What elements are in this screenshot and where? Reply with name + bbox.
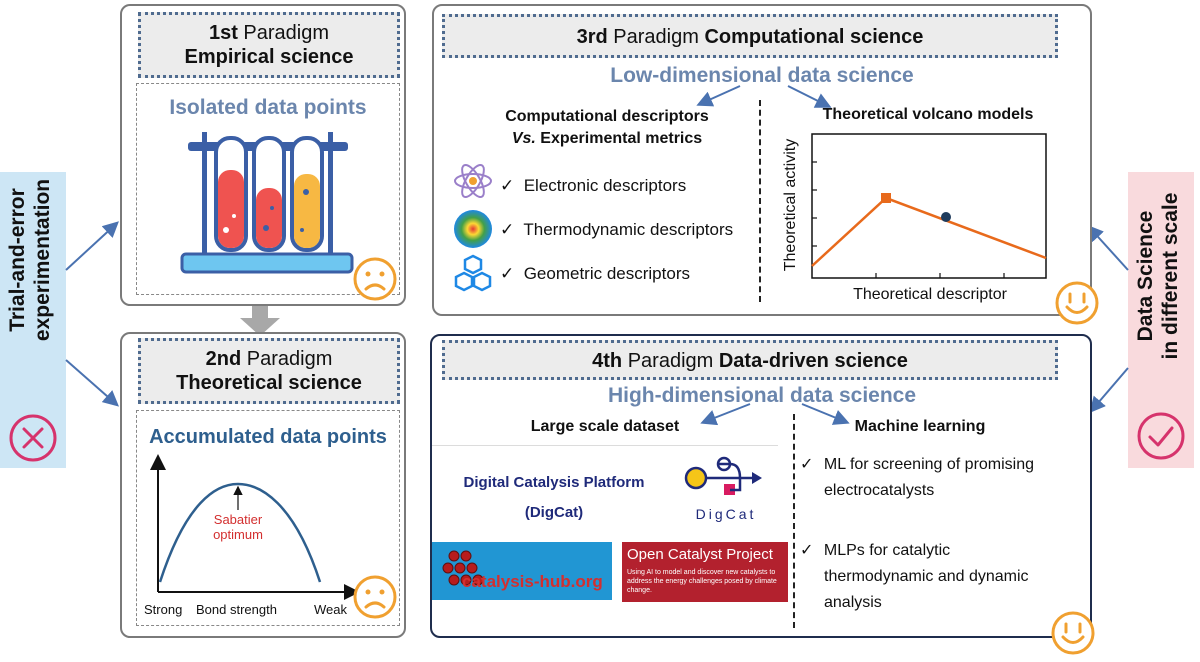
ml-item-mlps: ✓ MLPs for catalytic thermodynamic and d… xyxy=(800,538,1029,616)
panel-d-title-num: 4th xyxy=(592,350,623,372)
panel-a-header: 1st Paradigm Empirical science xyxy=(138,12,400,78)
sad-face-icon xyxy=(353,575,397,619)
panel-d-left-heading: Large scale dataset xyxy=(530,418,680,435)
descriptor-label: Geometric descriptors xyxy=(523,264,690,283)
panel-c-title-word: Paradigm xyxy=(607,26,705,48)
ml-item-line2: thermodynamic and dynamic xyxy=(824,568,1029,585)
descriptor-geometric: ✓ Geometric descriptors xyxy=(500,264,690,284)
check-icon: ✓ xyxy=(800,456,814,473)
panel-d-header: 4th Paradigm Data-driven science xyxy=(442,340,1058,380)
molecule-cluster-icon xyxy=(442,550,484,586)
panel-a-title-sub: Empirical science xyxy=(184,46,354,68)
panel-d-left-heading-rule xyxy=(432,445,778,446)
panel-c-header: 3rd Paradigm Computational science xyxy=(442,14,1058,58)
x-tick-weak: Weak xyxy=(314,602,347,617)
panel-a-content-box xyxy=(136,83,400,295)
check-icon: ✓ xyxy=(500,176,515,195)
test-tubes-icon xyxy=(180,132,354,274)
heatmap-sphere-icon xyxy=(454,210,492,248)
open-catalyst-text: Using AI to model and discover new catal… xyxy=(627,569,777,594)
atom-icon xyxy=(454,164,492,198)
ml-item-line3: analysis xyxy=(824,594,882,611)
panel-b-title-sub: Theoretical science xyxy=(176,372,362,394)
digcat-platform-name: Digital Catalysis Platform (DigCat) xyxy=(436,468,672,528)
panel-c-divider xyxy=(759,100,761,302)
panel-b-box-title: Accumulated data points xyxy=(149,426,387,448)
arrow-to-panel-a xyxy=(65,221,119,271)
panel-a-box-title: Isolated data points xyxy=(169,96,367,119)
x-axis-label: Bond strength xyxy=(196,602,277,617)
x-tick-strong: Strong xyxy=(144,602,183,617)
volcano-xlabel: Theoretical descriptor xyxy=(853,286,1007,303)
open-catalyst-title: Open Catalyst Project xyxy=(627,546,773,563)
panel-d-arrows xyxy=(700,403,850,426)
ml-item-line1: MLPs for catalytic xyxy=(823,542,951,559)
x-circle-icon xyxy=(9,414,57,462)
gray-down-arrow xyxy=(240,302,280,336)
vs-label: Vs. xyxy=(511,130,536,147)
digcat-line1: Digital Catalysis Platform xyxy=(463,474,645,491)
digcat-logo-text: DigCat xyxy=(695,506,757,522)
happy-face-icon xyxy=(1051,611,1095,655)
ml-item-screening: ✓ ML for screening of promising electroc… xyxy=(800,452,1034,504)
check-icon: ✓ xyxy=(500,220,515,239)
arrow-to-panel-c xyxy=(1087,225,1129,271)
descriptor-electronic: ✓ Electronic descriptors xyxy=(500,176,686,196)
check-icon: ✓ xyxy=(800,542,814,559)
arrow-to-panel-b xyxy=(65,359,120,407)
panel-d-title-word: Paradigm xyxy=(622,350,719,372)
panel-d-right-heading: Machine learning xyxy=(854,418,986,435)
volcano-curve xyxy=(158,482,322,583)
panel-c-title-num: 3rd xyxy=(576,26,608,48)
volcano-plot-b xyxy=(150,454,360,600)
peak-marker xyxy=(881,193,891,203)
digcat-logo-icon xyxy=(684,456,762,495)
panel-b-content-box xyxy=(136,410,400,626)
volcano-ylabel: Theoretical activity xyxy=(782,138,799,272)
descriptor-label: Thermodynamic descriptors xyxy=(523,220,734,239)
panel-d-divider xyxy=(793,414,795,628)
panel-c-title-sub: Computational science xyxy=(704,26,924,48)
sabatier-line1: Sabatier xyxy=(213,512,263,527)
panel-d-title-sub: Data-driven science xyxy=(718,350,908,372)
sabatier-label: Sabatier optimum xyxy=(198,512,278,542)
happy-face-icon xyxy=(1055,281,1099,325)
check-circle-icon xyxy=(1137,412,1185,460)
panel-c-right-heading: Theoretical volcano models xyxy=(822,106,1034,123)
panel-a-title-num: 1st xyxy=(208,22,238,44)
panel-b-title-num: 2nd xyxy=(205,348,242,370)
descriptor-label: Electronic descriptors xyxy=(523,176,687,195)
panel-d-subtitle: High-dimensional data science xyxy=(607,384,917,407)
ml-item-line2: electrocatalysts xyxy=(824,482,935,499)
panel-b-header: 2nd Paradigm Theoretical science xyxy=(138,338,400,404)
digcat-line2: (DigCat) xyxy=(524,504,584,521)
panel-c-subtitle: Low-dimensional data science xyxy=(610,64,914,87)
descriptor-thermodynamic: ✓ Thermodynamic descriptors xyxy=(500,220,733,240)
panel-c-left-heading-line1: Computational descriptors xyxy=(505,108,709,125)
panel-b-title-word: Paradigm xyxy=(241,348,333,370)
panel-a-title-word: Paradigm xyxy=(237,22,330,44)
trial-and-error-banner xyxy=(0,172,66,468)
plot-frame xyxy=(811,133,1047,279)
catalysis-hub-text: catalysis-hub.org xyxy=(462,572,603,591)
panel-c-left-heading-line2: Experimental metrics xyxy=(535,130,703,147)
hexagon-cluster-icon xyxy=(454,254,492,292)
ml-item-line1: ML for screening of promising xyxy=(823,456,1035,473)
panel-c-left-heading: Computational descriptors Vs. Experiment… xyxy=(462,106,752,150)
volcano-plot-c xyxy=(811,133,1047,279)
sabatier-line2: optimum xyxy=(213,527,263,542)
data-science-banner xyxy=(1128,172,1194,468)
check-icon: ✓ xyxy=(500,264,515,283)
open-catalyst-logo: Open Catalyst Project Using AI to model … xyxy=(622,542,788,602)
arrow-to-panel-d xyxy=(1089,367,1129,414)
data-point-marker xyxy=(941,212,951,222)
panel-c-arrows xyxy=(696,85,832,108)
sad-face-icon xyxy=(353,257,397,301)
